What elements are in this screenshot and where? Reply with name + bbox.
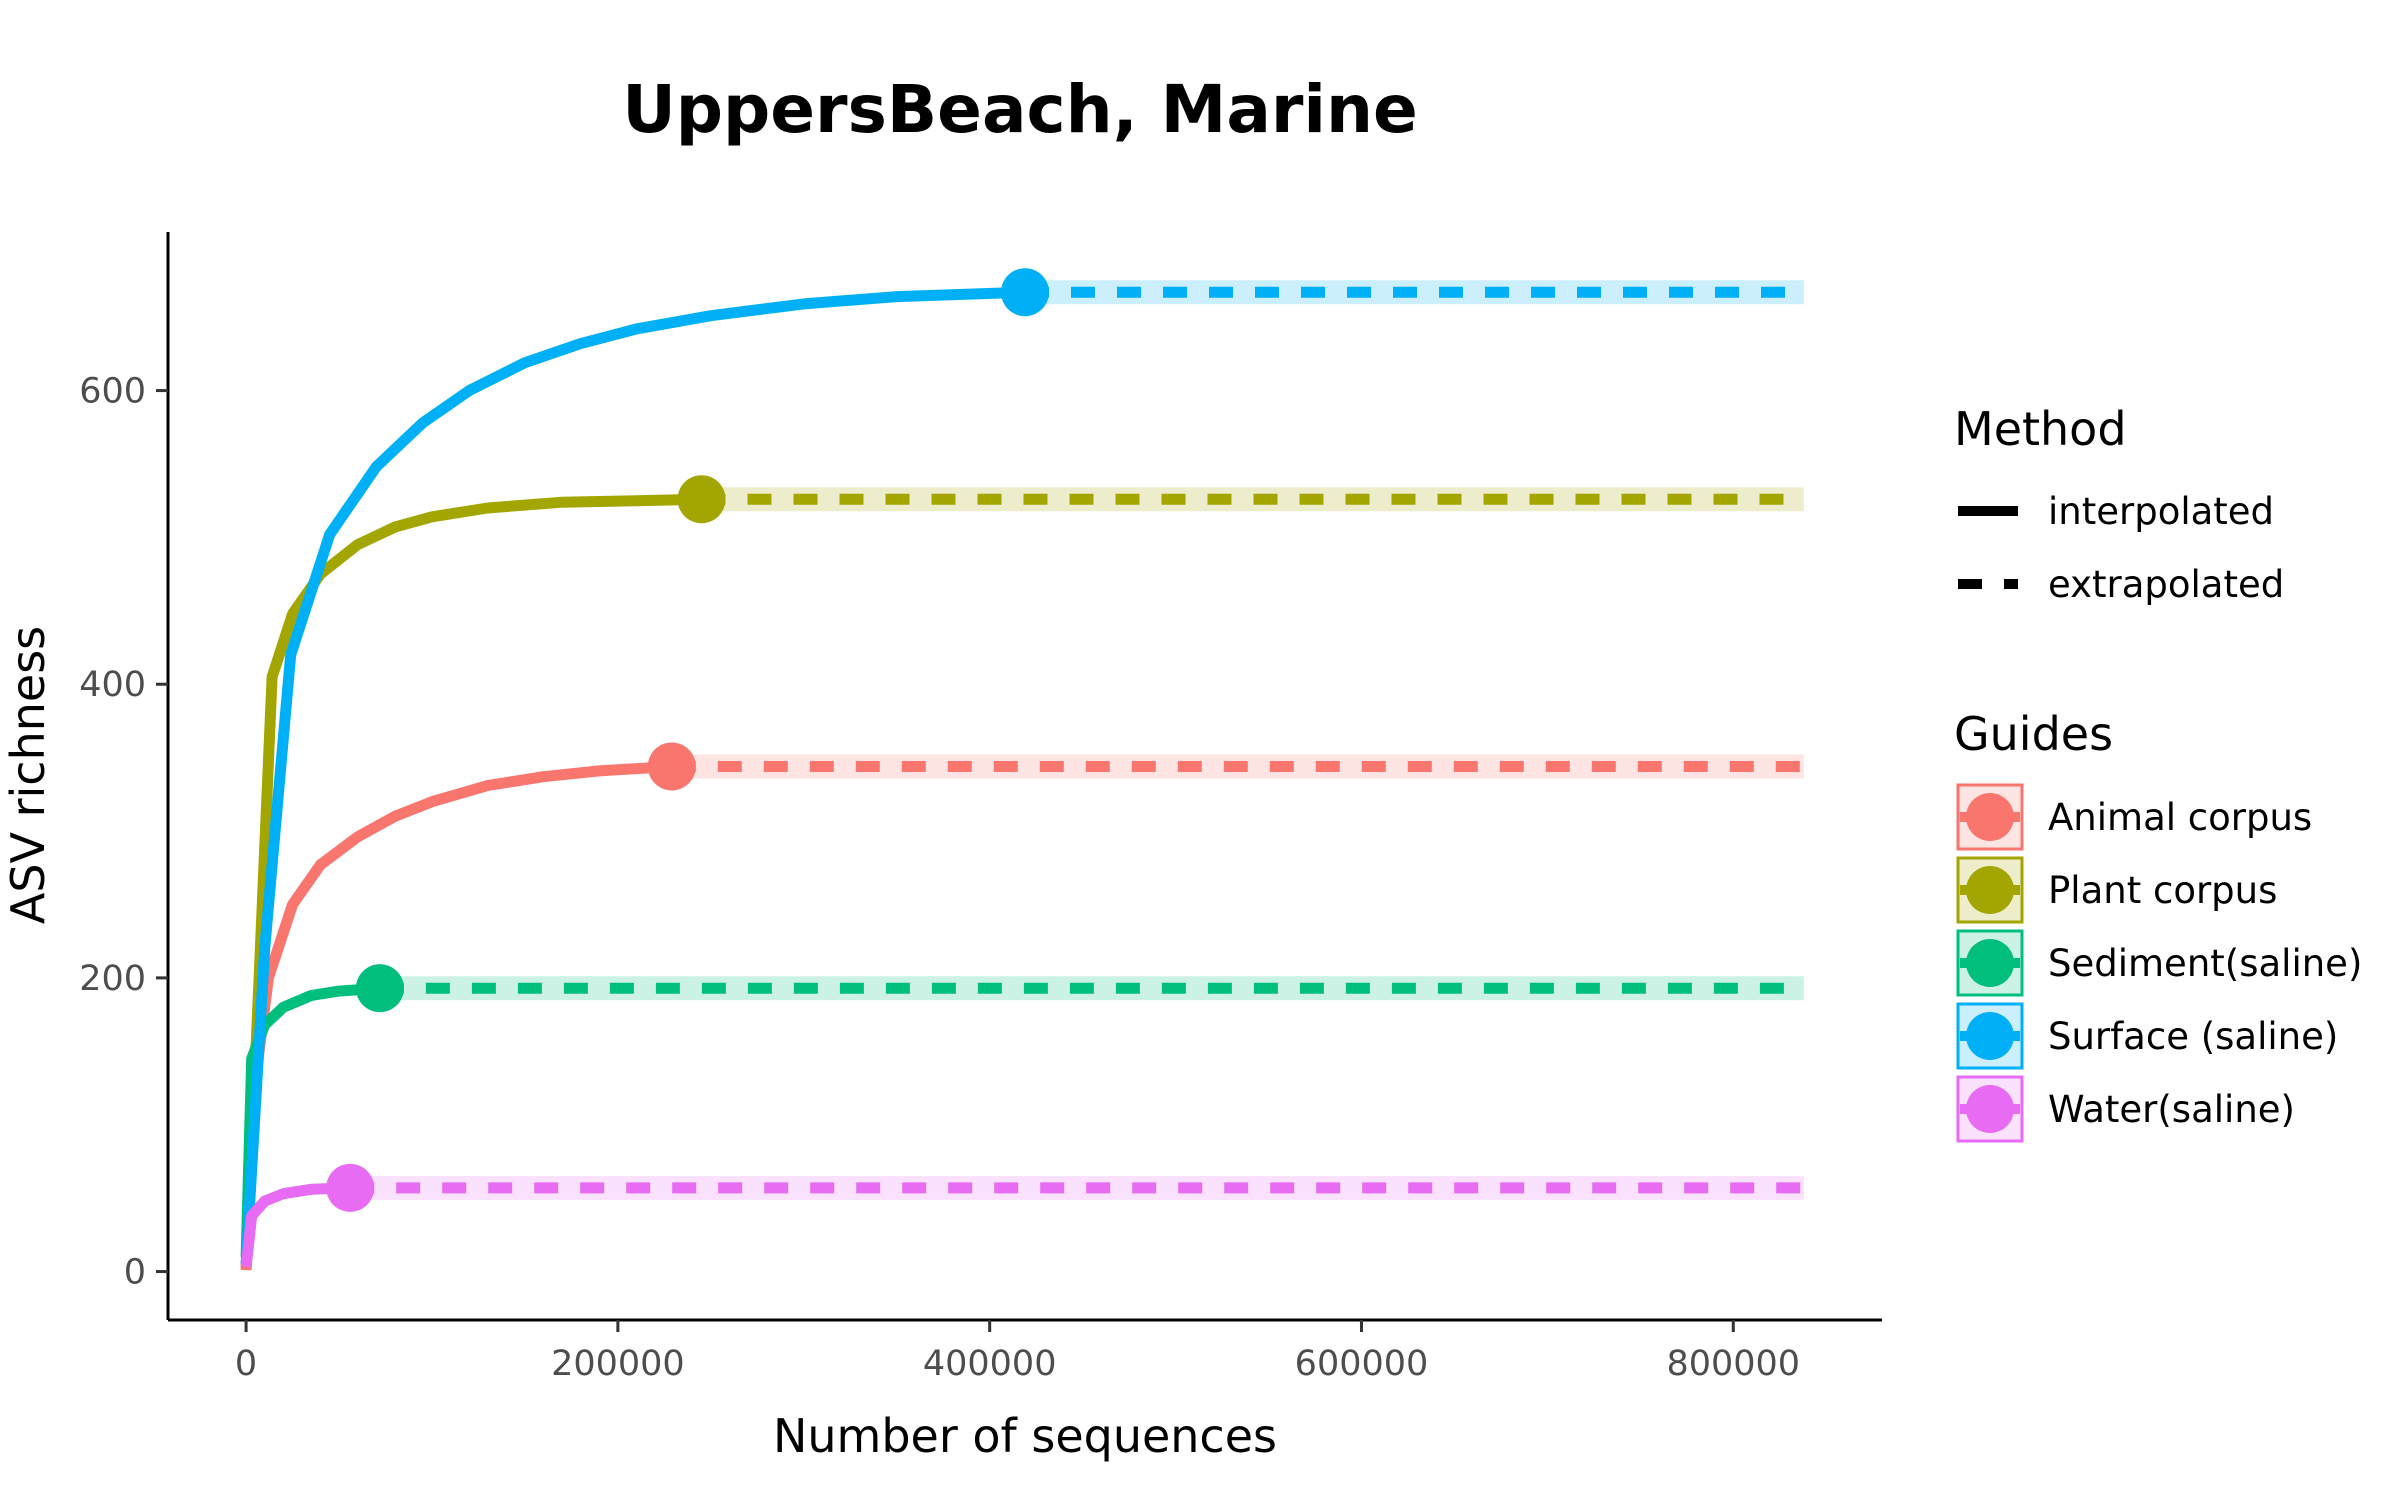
x-tick-label: 0 xyxy=(235,1344,257,1384)
y-tick-label: 400 xyxy=(79,665,146,705)
observed-point-animal-corpus xyxy=(647,742,696,791)
x-axis-ticks: 0 200000 400000 600000 800000 xyxy=(235,1320,1800,1384)
legend-label: Surface (saline) xyxy=(2048,1015,2338,1058)
x-tick-label: 400000 xyxy=(923,1344,1057,1384)
legend-swatch-point xyxy=(1966,793,2014,841)
y-axis-ticks: 0 200 400 600 xyxy=(79,372,168,1293)
legend-item-sediment-saline: Sediment(saline) xyxy=(1956,929,2362,997)
observed-point-plant-corpus xyxy=(677,475,726,524)
series-layer xyxy=(240,268,1804,1271)
y-tick-label: 200 xyxy=(79,959,146,999)
legend: Method interpolated extrapolated Guides … xyxy=(1954,402,2362,1143)
interpolated-line-water-saline xyxy=(240,1182,351,1268)
legend-label: Animal corpus xyxy=(2048,796,2312,839)
guides-legend-keys: Animal corpus Plant corpus Sediment(saline… xyxy=(1956,783,2362,1143)
legend-swatch-point xyxy=(1966,1085,2014,1133)
interpolated-line-plant-corpus xyxy=(240,493,702,1268)
legend-swatch-point xyxy=(1966,939,2014,987)
x-axis-title: Number of sequences xyxy=(773,1409,1277,1463)
observed-point-sediment-saline xyxy=(355,964,404,1013)
x-tick-label: 600000 xyxy=(1295,1344,1429,1384)
interpolated-line-sediment-saline xyxy=(240,982,381,1258)
x-tick-label: 200000 xyxy=(551,1344,685,1384)
interpolated-line-surface-saline xyxy=(240,286,1026,1265)
legend-label: Water(saline) xyxy=(2048,1088,2295,1131)
legend-item-water-saline: Water(saline) xyxy=(1956,1075,2295,1143)
chart-title: UppersBeach, Marine xyxy=(622,71,1418,148)
legend-label-extrapolated: extrapolated xyxy=(2048,563,2284,606)
method-legend-title: Method xyxy=(1954,402,2127,456)
observed-point-water-saline xyxy=(326,1163,375,1212)
y-tick-label: 600 xyxy=(79,372,146,412)
y-tick-label: 0 xyxy=(124,1253,146,1293)
legend-swatch-point xyxy=(1966,1012,2014,1060)
legend-label: Sediment(saline) xyxy=(2048,942,2362,985)
legend-swatch-point xyxy=(1966,866,2014,914)
legend-item-animal-corpus: Animal corpus xyxy=(1956,783,2312,851)
guides-legend-title: Guides xyxy=(1954,707,2113,761)
legend-label: Plant corpus xyxy=(2048,869,2277,912)
x-tick-label: 800000 xyxy=(1666,1344,1800,1384)
observed-point-surface-saline xyxy=(1001,268,1049,317)
legend-label-interpolated: interpolated xyxy=(2048,490,2274,533)
y-axis-title: ASV richness xyxy=(1,626,55,924)
legend-item-surface-saline: Surface (saline) xyxy=(1956,1002,2338,1070)
legend-item-plant-corpus: Plant corpus xyxy=(1956,856,2277,924)
